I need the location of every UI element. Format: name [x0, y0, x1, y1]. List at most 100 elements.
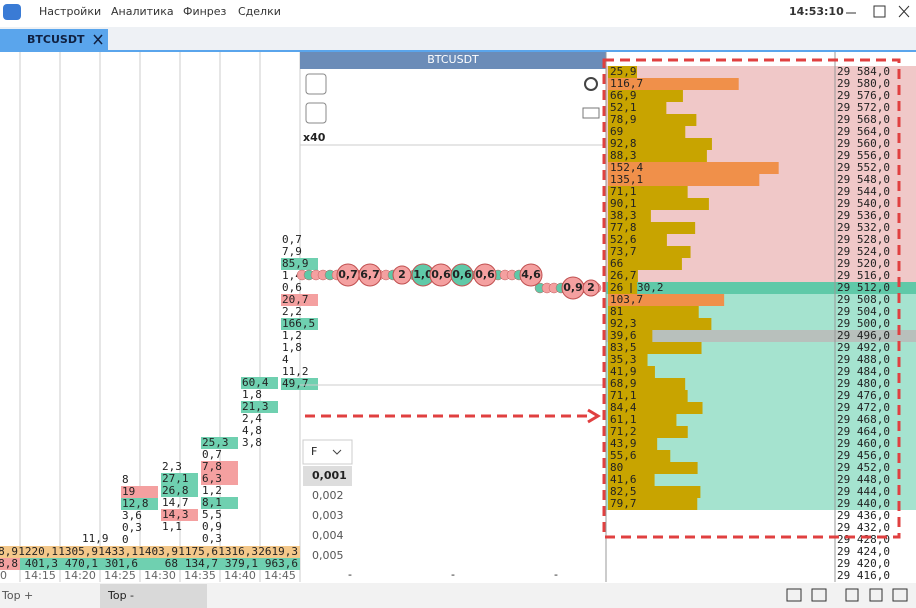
volume-cell [260, 546, 300, 558]
trade-label: 6,7 [360, 268, 380, 281]
volume-bar [608, 66, 638, 78]
tab-close[interactable] [93, 34, 103, 45]
price-label: 29 432,0 [837, 521, 890, 534]
row-background [606, 366, 916, 378]
delta-cell [180, 558, 220, 570]
footer-tab-label[interactable]: Top + [1, 589, 33, 602]
volume-bar [608, 450, 671, 462]
delta-total: 8,8 [0, 557, 18, 570]
row-background [606, 66, 916, 78]
cluster-bar [201, 437, 238, 449]
trade-label: 0,6 [452, 268, 472, 281]
price-label: 29 584,0 [837, 65, 890, 78]
tool-button[interactable] [305, 73, 327, 95]
volume-bar [608, 402, 703, 414]
row-background [606, 438, 916, 450]
step-option[interactable]: 0,005 [312, 549, 344, 562]
time-label: 14:45 [264, 569, 296, 582]
delta-total: 963,6 [265, 557, 298, 570]
price-label: 29 572,0 [837, 101, 890, 114]
maximize[interactable] [873, 5, 886, 18]
footer-icon[interactable] [811, 588, 827, 602]
price-label: 29 536,0 [837, 209, 890, 222]
last-trade-volume: 30,2 [637, 281, 664, 294]
volume-bar [608, 366, 655, 378]
delta-cell [0, 558, 20, 570]
cluster-value: 85,9 [282, 257, 309, 270]
volume-total: 1220,1 [18, 545, 58, 558]
volume-total: 1403,9 [138, 545, 178, 558]
cluster-bar [121, 486, 158, 498]
price-label: 29 484,0 [837, 365, 890, 378]
price-label: 29 504,0 [837, 305, 890, 318]
close[interactable] [898, 5, 910, 18]
step-option[interactable]: 0,004 [312, 529, 344, 542]
footer-tab[interactable] [100, 584, 207, 608]
cluster-value: 12,8 [122, 497, 149, 510]
menu-item[interactable]: Сделки [238, 5, 281, 18]
cluster-value: 3,8 [242, 436, 262, 449]
menu-item[interactable]: Финрез [183, 5, 227, 18]
volume-bar [608, 210, 651, 222]
volume-bar [608, 330, 653, 342]
keyboard-icon[interactable] [582, 107, 600, 119]
menu-item[interactable]: Настройки [39, 5, 101, 18]
volume-label: 84,4 [610, 401, 637, 414]
time-label: 10 [0, 569, 7, 582]
price-label: 29 520,0 [837, 257, 890, 270]
step-option[interactable]: 0,003 [312, 509, 344, 522]
filter-dropdown[interactable] [302, 439, 353, 465]
trade-label: 4,6 [521, 268, 541, 281]
tape-header [300, 52, 606, 69]
volume-label: 52,6 [610, 233, 637, 246]
volume-label: 135,1 [610, 173, 643, 186]
volume-bar [608, 198, 709, 210]
cluster-value: 1,2 [202, 484, 222, 497]
time-label: 14:30 [144, 569, 176, 582]
row-background [606, 414, 916, 426]
price-label: 29 436,0 [837, 509, 890, 522]
volume-total: 8,9 [0, 545, 18, 558]
volume-bar [608, 78, 739, 90]
delta-total: 301,6 [105, 557, 138, 570]
footer-icon[interactable] [892, 588, 908, 602]
cluster-value: 8 [122, 473, 129, 486]
volume-bar [608, 126, 686, 138]
volume-label: 81 [610, 305, 623, 318]
footer-icon[interactable] [845, 588, 859, 602]
trade-bubble [450, 263, 474, 287]
arrow-head [587, 408, 601, 424]
step-option[interactable]: 0,001 [312, 469, 347, 482]
cluster-bar [241, 377, 278, 389]
cluster-value: 8,1 [202, 496, 222, 509]
tab[interactable] [0, 29, 108, 50]
cluster-value: 14,3 [162, 508, 189, 521]
delta-total: 401,3 [25, 557, 58, 570]
volume-bar [608, 234, 667, 246]
volume-bar [608, 270, 638, 282]
row-background [606, 102, 916, 114]
trade-tape: 0,7 6,7 2 1,00,6 0,6 0,6 4,60,9 20,0010,0020,00… [296, 263, 602, 581]
volume-bar [608, 474, 655, 486]
cluster-bar [281, 258, 318, 270]
cluster-bar [161, 509, 198, 521]
step-option[interactable]: 0,002 [312, 489, 344, 502]
volume-bar [608, 390, 688, 402]
volume-label: 88,3 [610, 149, 637, 162]
footer-icon[interactable] [786, 588, 802, 602]
cluster-value: 3,6 [122, 509, 142, 522]
settings-icon[interactable] [584, 77, 598, 91]
menu-item[interactable]: Аналитика [111, 5, 174, 18]
tool-button[interactable] [305, 102, 327, 124]
volume-bar [608, 174, 760, 186]
footer-icon[interactable] [869, 588, 883, 602]
footer-tab-label[interactable]: Top - [107, 589, 134, 602]
tab-bar [0, 27, 916, 51]
volume-bar [608, 150, 707, 162]
cluster-value: 25,3 [202, 436, 229, 449]
price-label: 29 552,0 [837, 161, 890, 174]
time-label: 14:20 [64, 569, 96, 582]
cluster-value: 1,8 [282, 341, 302, 354]
dash: - [348, 568, 352, 581]
row-background [606, 270, 916, 282]
